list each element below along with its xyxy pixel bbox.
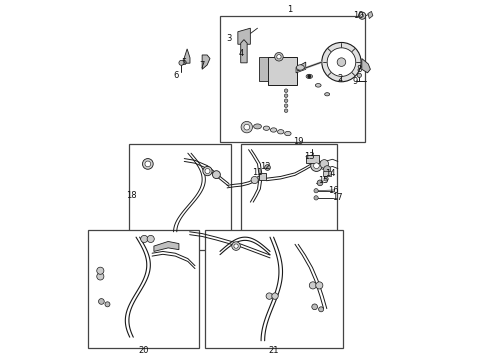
Polygon shape <box>154 242 179 251</box>
Text: 9: 9 <box>352 77 358 86</box>
Circle shape <box>318 307 323 312</box>
Bar <box>259 173 267 180</box>
Circle shape <box>359 12 366 19</box>
Circle shape <box>309 282 317 289</box>
Circle shape <box>265 165 270 170</box>
Circle shape <box>357 73 362 77</box>
Circle shape <box>241 121 252 133</box>
Circle shape <box>284 104 288 108</box>
Ellipse shape <box>325 93 330 96</box>
Bar <box>88 230 198 348</box>
Bar <box>220 16 365 143</box>
Circle shape <box>213 171 220 179</box>
Text: 11: 11 <box>252 168 263 177</box>
Circle shape <box>323 166 331 173</box>
Text: 18: 18 <box>126 191 137 200</box>
Circle shape <box>277 55 281 59</box>
Circle shape <box>314 163 319 168</box>
Ellipse shape <box>306 74 313 78</box>
Ellipse shape <box>296 65 304 70</box>
Text: 13: 13 <box>304 152 315 161</box>
Circle shape <box>284 99 288 103</box>
Polygon shape <box>241 40 247 63</box>
Circle shape <box>97 273 104 280</box>
Text: 20: 20 <box>138 346 148 355</box>
Circle shape <box>205 168 210 174</box>
Circle shape <box>320 159 329 168</box>
Circle shape <box>234 244 238 248</box>
Text: 19: 19 <box>293 137 303 146</box>
Polygon shape <box>362 59 370 73</box>
Circle shape <box>105 302 110 307</box>
Text: 6: 6 <box>174 71 179 80</box>
Circle shape <box>232 242 241 250</box>
Text: 2: 2 <box>337 74 343 83</box>
Text: 21: 21 <box>269 346 279 355</box>
Text: 4: 4 <box>239 49 244 58</box>
Polygon shape <box>259 57 268 81</box>
Text: 3: 3 <box>226 35 232 44</box>
Circle shape <box>203 166 212 176</box>
Ellipse shape <box>263 126 270 130</box>
Text: 10: 10 <box>353 11 364 20</box>
Circle shape <box>316 282 323 289</box>
Circle shape <box>179 60 184 65</box>
Circle shape <box>98 298 104 304</box>
Polygon shape <box>238 28 250 44</box>
Bar <box>306 155 318 163</box>
Circle shape <box>272 293 278 299</box>
Polygon shape <box>184 49 190 63</box>
Circle shape <box>147 235 154 243</box>
Circle shape <box>361 14 364 17</box>
Text: 5: 5 <box>182 58 187 67</box>
Text: 7: 7 <box>199 61 205 70</box>
Text: 8: 8 <box>357 65 362 74</box>
Circle shape <box>284 109 288 112</box>
Circle shape <box>141 235 148 243</box>
Text: 15: 15 <box>318 176 329 185</box>
Circle shape <box>324 177 328 181</box>
Circle shape <box>284 89 288 93</box>
Circle shape <box>322 42 361 82</box>
Ellipse shape <box>316 84 321 87</box>
Circle shape <box>314 189 318 193</box>
Text: 14: 14 <box>325 169 336 178</box>
Bar <box>205 230 343 348</box>
Circle shape <box>308 75 311 78</box>
Text: 12: 12 <box>261 162 271 171</box>
Bar <box>129 144 231 249</box>
Text: 1: 1 <box>287 5 292 14</box>
Bar <box>323 171 331 176</box>
Text: 16: 16 <box>328 185 339 194</box>
Text: 17: 17 <box>332 193 343 202</box>
Circle shape <box>317 180 323 186</box>
Circle shape <box>244 124 249 130</box>
Circle shape <box>284 94 288 98</box>
Polygon shape <box>202 55 210 69</box>
Polygon shape <box>296 62 306 73</box>
Ellipse shape <box>277 130 284 134</box>
Circle shape <box>97 267 104 274</box>
Ellipse shape <box>285 131 291 136</box>
Circle shape <box>143 158 153 169</box>
Circle shape <box>327 48 356 76</box>
Circle shape <box>145 161 151 167</box>
Ellipse shape <box>270 128 277 132</box>
Polygon shape <box>268 57 297 85</box>
Ellipse shape <box>253 124 262 129</box>
Circle shape <box>266 293 272 299</box>
Circle shape <box>314 196 318 200</box>
Circle shape <box>312 304 318 310</box>
Circle shape <box>275 53 283 61</box>
Circle shape <box>251 176 258 184</box>
Polygon shape <box>368 12 373 18</box>
Circle shape <box>311 160 322 171</box>
Circle shape <box>337 58 346 66</box>
Bar <box>241 144 337 235</box>
